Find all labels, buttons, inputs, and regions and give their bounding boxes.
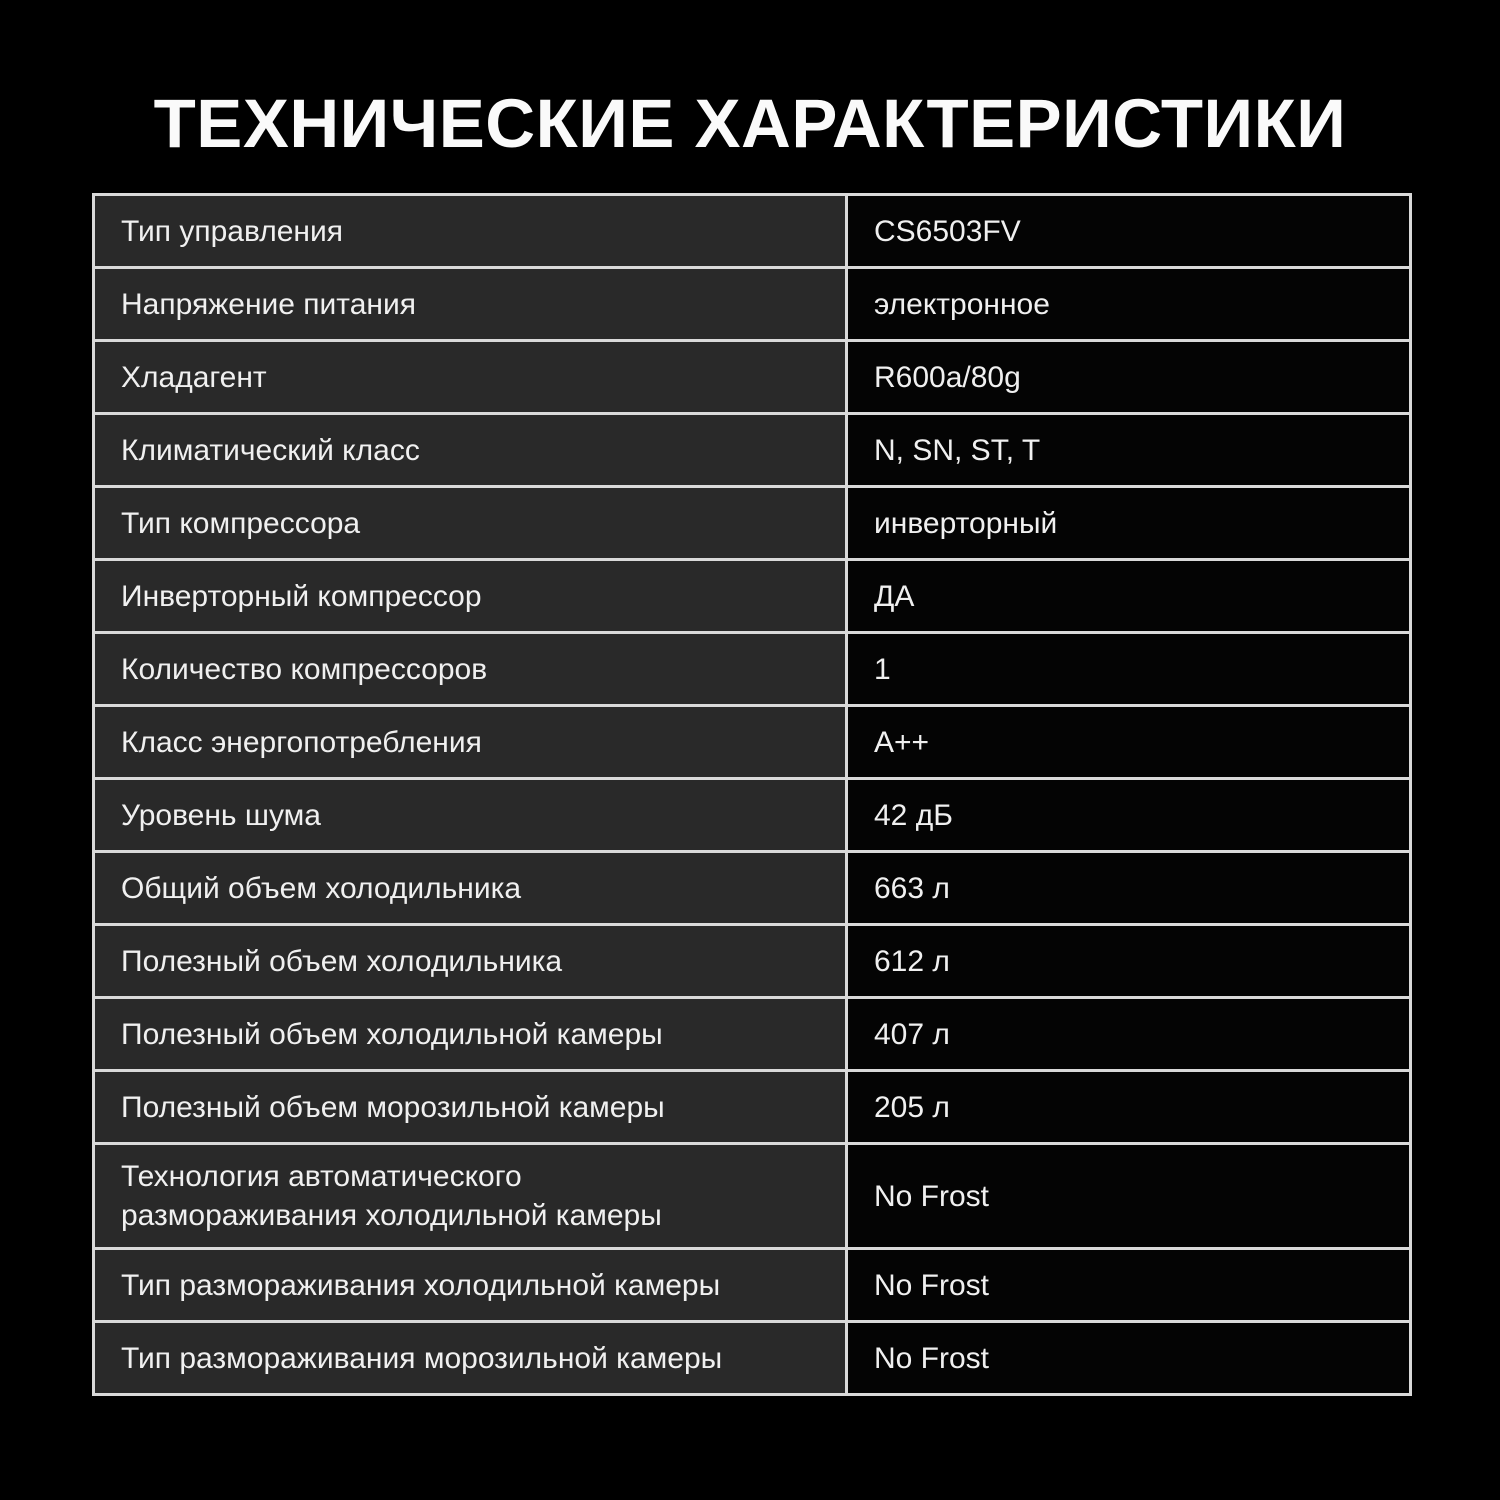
table-row: Тип компрессора инверторный (95, 485, 1409, 558)
table-row: Полезный объем холодильной камеры 407 л (95, 996, 1409, 1069)
spec-label: Тип размораживания холодильной камеры (95, 1250, 848, 1320)
spec-label: Инверторный компрессор (95, 561, 848, 631)
spec-value: A++ (848, 707, 1409, 777)
spec-value: No Frost (848, 1145, 1409, 1247)
spec-label: Полезный объем морозильной камеры (95, 1072, 848, 1142)
table-row: Технология автоматического размораживани… (95, 1142, 1409, 1247)
spec-label: Хладагент (95, 342, 848, 412)
spec-label: Напряжение питания (95, 269, 848, 339)
spec-label: Тип размораживания морозильной камеры (95, 1323, 848, 1393)
table-row: Общий объем холодильника 663 л (95, 850, 1409, 923)
spec-value: 612 л (848, 926, 1409, 996)
spec-value: 407 л (848, 999, 1409, 1069)
page-title: ТЕХНИЧЕСКИЕ ХАРАКТЕРИСТИКИ (153, 85, 1347, 162)
table-row: Уровень шума 42 дБ (95, 777, 1409, 850)
spec-value: ДА (848, 561, 1409, 631)
spec-label: Класс энергопотребления (95, 707, 848, 777)
table-row: Количество компрессоров 1 (95, 631, 1409, 704)
table-row: Тип размораживания морозильной камеры No… (95, 1320, 1409, 1393)
spec-value: 1 (848, 634, 1409, 704)
table-row: Напряжение питания электронное (95, 266, 1409, 339)
spec-value: 42 дБ (848, 780, 1409, 850)
spec-label: Климатический класс (95, 415, 848, 485)
table-row: Полезный объем морозильной камеры 205 л (95, 1069, 1409, 1142)
table-row: Класс энергопотребления A++ (95, 704, 1409, 777)
spec-value: инверторный (848, 488, 1409, 558)
spec-value: CS6503FV (848, 196, 1409, 266)
spec-value: 205 л (848, 1072, 1409, 1142)
spec-label: Технология автоматического размораживани… (95, 1145, 848, 1247)
table-row: Тип размораживания холодильной камеры No… (95, 1247, 1409, 1320)
spec-label: Полезный объем холодильной камеры (95, 999, 848, 1069)
spec-label: Тип управления (95, 196, 848, 266)
spec-value: 663 л (848, 853, 1409, 923)
spec-value: N, SN, ST, T (848, 415, 1409, 485)
table-row: Инверторный компрессор ДА (95, 558, 1409, 631)
spec-value: No Frost (848, 1323, 1409, 1393)
table-row: Хладагент R600a/80g (95, 339, 1409, 412)
spec-value: No Frost (848, 1250, 1409, 1320)
spec-value: R600a/80g (848, 342, 1409, 412)
spec-label: Общий объем холодильника (95, 853, 848, 923)
table-row: Климатический класс N, SN, ST, T (95, 412, 1409, 485)
spec-label: Количество компрессоров (95, 634, 848, 704)
spec-label: Тип компрессора (95, 488, 848, 558)
spec-label: Полезный объем холодильника (95, 926, 848, 996)
table-row: Тип управления CS6503FV (95, 196, 1409, 266)
table-row: Полезный объем холодильника 612 л (95, 923, 1409, 996)
spec-value: электронное (848, 269, 1409, 339)
spec-label: Уровень шума (95, 780, 848, 850)
spec-table: Тип управления CS6503FV Напряжение питан… (92, 193, 1412, 1396)
